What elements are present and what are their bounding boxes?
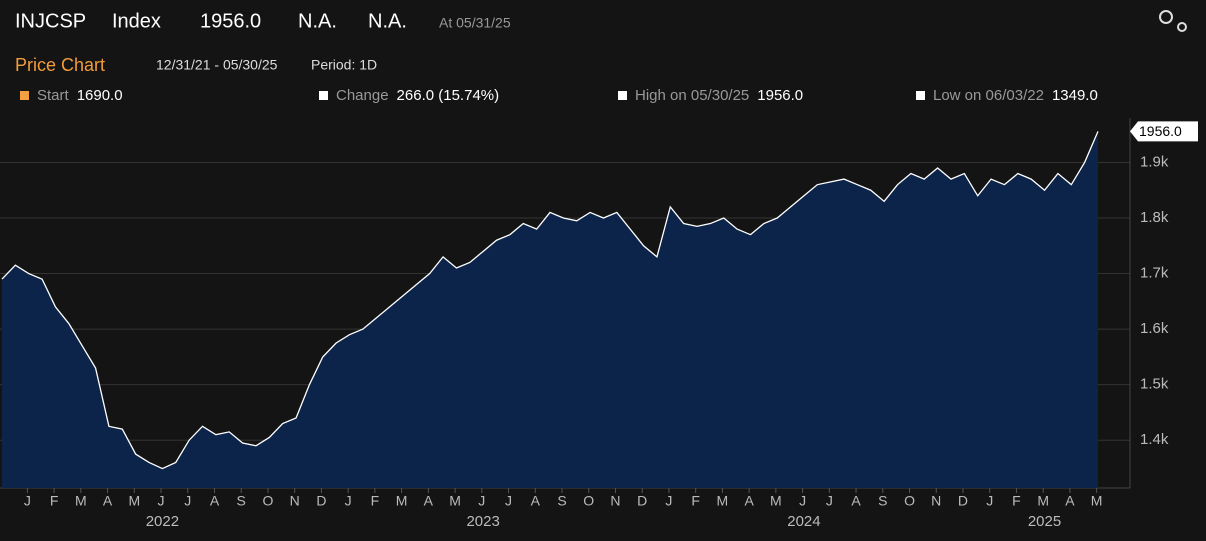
stat-label: High on 05/30/25 (635, 87, 749, 104)
x-tick-label: A (851, 493, 861, 509)
year-label: 2023 (466, 513, 499, 530)
x-tick-label: O (904, 493, 915, 509)
x-tick-label: M (449, 493, 461, 509)
x-tick-label: M (717, 493, 729, 509)
x-tick-label: S (878, 493, 887, 509)
stat-marker (20, 91, 29, 100)
x-tick-label: F (1012, 493, 1021, 509)
settings-icon[interactable] (1159, 10, 1187, 32)
stat-marker (319, 91, 328, 100)
x-tick-label: J (826, 493, 833, 509)
stat-value: 1690.0 (77, 87, 123, 104)
y-tick-label: 1.5k (1140, 376, 1169, 393)
x-tick-label: A (103, 493, 113, 509)
x-tick-label: M (770, 493, 782, 509)
x-tick-label: A (744, 493, 754, 509)
x-tick-label: J (184, 493, 191, 509)
x-tick-label: S (557, 493, 566, 509)
x-tick-label: S (237, 493, 246, 509)
stat-label: Low on 06/03/22 (933, 87, 1044, 104)
x-tick-label: D (958, 493, 968, 509)
y-tick-label: 1.7k (1140, 265, 1169, 282)
stat-value: 1349.0 (1052, 87, 1098, 104)
x-tick-label: J (986, 493, 993, 509)
period[interactable]: Period: 1D (311, 57, 377, 73)
x-tick-label: N (931, 493, 941, 509)
stat-label: Start (37, 87, 70, 104)
area (2, 131, 1098, 488)
x-tick-label: J (24, 493, 31, 509)
x-tick-label: M (1037, 493, 1049, 509)
x-tick-label: A (210, 493, 220, 509)
x-tick-label: J (799, 493, 806, 509)
y-tick-label: 1.9k (1140, 153, 1169, 170)
stat-marker (916, 91, 925, 100)
x-tick-label: A (424, 493, 434, 509)
x-tick-label: D (316, 493, 326, 509)
y-tick-label: 1.8k (1140, 209, 1169, 226)
year-label: 2024 (787, 513, 820, 530)
x-tick-label: M (75, 493, 87, 509)
last-value-label: 1956.0 (1139, 123, 1182, 139)
price-line (1, 131, 1099, 470)
x-tick-label: N (610, 493, 620, 509)
stat-value: 266.0 (15.74%) (397, 87, 500, 104)
ticker: INJCSP (15, 10, 86, 32)
percent-change: N.A. (368, 10, 407, 32)
x-tick-label: F (50, 493, 59, 509)
x-tick-label: M (1091, 493, 1103, 509)
security-type: Index (112, 10, 161, 32)
x-tick-label: N (290, 493, 300, 509)
as-of: At 05/31/25 (439, 15, 511, 31)
last-value-tag (1130, 121, 1198, 142)
y-tick-label: 1.4k (1140, 431, 1169, 448)
x-tick-label: M (128, 493, 140, 509)
x-tick-label: F (371, 493, 380, 509)
x-tick-label: J (665, 493, 672, 509)
x-tick-label: J (478, 493, 485, 509)
x-tick-label: O (583, 493, 594, 509)
x-tick-label: J (505, 493, 512, 509)
section-title: Price Chart (15, 55, 105, 75)
stat-value: 1956.0 (757, 87, 803, 104)
y-tick-label: 1.6k (1140, 320, 1169, 337)
stat-label: Change (336, 87, 389, 104)
x-tick-label: F (691, 493, 700, 509)
x-tick-label: A (531, 493, 541, 509)
price: 1956.0 (200, 10, 261, 32)
date-range[interactable]: 12/31/21 - 05/30/25 (156, 57, 278, 73)
x-tick-label: A (1065, 493, 1075, 509)
x-tick-label: M (396, 493, 408, 509)
x-tick-label: J (158, 493, 165, 509)
x-tick-label: J (345, 493, 352, 509)
x-tick-label: D (637, 493, 647, 509)
year-label: 2022 (146, 513, 179, 530)
x-tick-label: O (263, 493, 274, 509)
stat-marker (618, 91, 627, 100)
year-label: 2025 (1028, 513, 1061, 530)
change: N.A. (298, 10, 337, 32)
